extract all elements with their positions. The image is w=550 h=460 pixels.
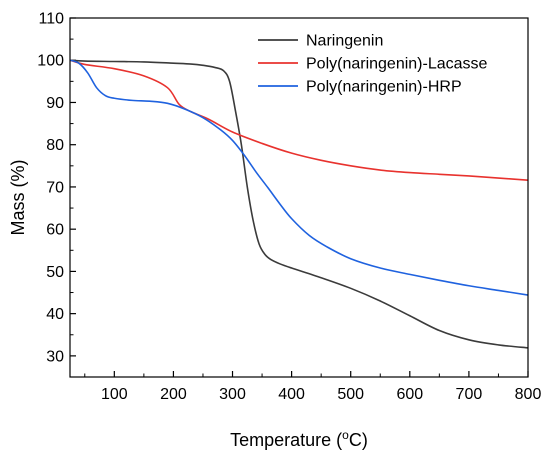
y-tick-label: 50	[46, 264, 64, 281]
legend-label-3: Poly(naringenin)-HRP	[306, 79, 462, 96]
legend: Naringenin Poly(naringenin)-Lacasse Poly(n…	[258, 33, 488, 96]
y-tick-label: 90	[46, 95, 64, 112]
series-lines	[69, 59, 529, 349]
x-tick-label: 600	[396, 386, 423, 403]
legend-label-2: Poly(naringenin)-Lacasse	[306, 56, 488, 73]
x-tick-label: 700	[456, 386, 483, 403]
y-tick-label: 100	[37, 53, 64, 70]
y-tick-label: 60	[46, 222, 64, 239]
y-axis-title: Mass (%)	[8, 160, 28, 236]
plot-frame	[69, 17, 529, 378]
series-line-2	[69, 59, 529, 181]
x-tick-label: 500	[337, 386, 364, 403]
y-tick-label: 110	[38, 11, 64, 28]
y-tick-label: 80	[46, 137, 64, 154]
x-tick-label: 800	[515, 386, 542, 403]
axis-tick-labels: 100 200 300 400 500 600 700 800 30 40 50 60 70 80 90 10…	[37, 11, 541, 404]
y-tick-label: 70	[46, 179, 64, 196]
x-axis-title: Temperature (oC)	[230, 428, 368, 450]
y-tick-label: 30	[46, 348, 64, 365]
x-tick-label: 100	[101, 386, 128, 403]
y-tick-label: 40	[46, 306, 64, 323]
x-tick-label: 400	[278, 386, 305, 403]
x-tick-label: 300	[219, 386, 246, 403]
x-tick-label: 200	[160, 386, 187, 403]
legend-label-1: Naringenin	[306, 33, 383, 50]
series-line-1	[69, 59, 529, 349]
series-line-3	[69, 59, 529, 296]
